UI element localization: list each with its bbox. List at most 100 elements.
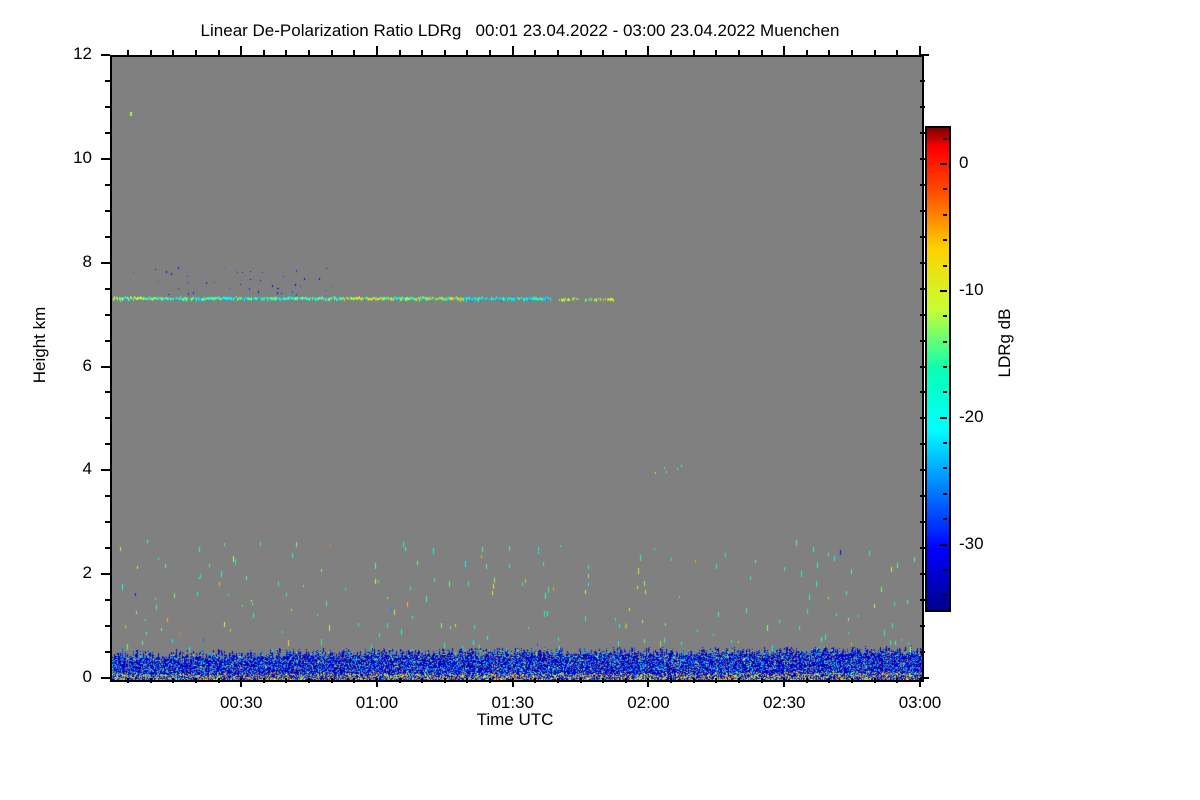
y-axis-tick-minor bbox=[105, 183, 110, 186]
y-axis-tick-minor bbox=[105, 287, 110, 290]
colorbar-tick-major bbox=[940, 416, 947, 419]
y-axis-tick-minor bbox=[105, 391, 110, 394]
colorbar-tick-minor bbox=[943, 518, 947, 521]
x-axis-tick-major-top bbox=[647, 46, 650, 55]
x-axis-tick-major-top bbox=[783, 46, 786, 55]
x-axis-tick-minor-top bbox=[851, 50, 854, 55]
colorbar-gradient bbox=[927, 128, 949, 610]
y-axis-tick-minor bbox=[105, 235, 110, 238]
y-axis-tick-minor-right bbox=[920, 209, 925, 212]
x-axis-tick-minor-top bbox=[194, 50, 197, 55]
y-axis-tick-minor bbox=[105, 313, 110, 316]
x-axis-tick-label: 02:30 bbox=[762, 693, 806, 712]
y-axis-tick-label: 6 bbox=[82, 355, 92, 375]
y-axis-tick-major bbox=[101, 677, 110, 679]
x-axis-tick-minor bbox=[421, 678, 424, 683]
y-axis-tick-minor-right bbox=[920, 183, 925, 186]
colorbar-tick-minor bbox=[943, 239, 947, 242]
x-axis-tick-minor bbox=[262, 678, 265, 683]
x-axis-tick-minor-top bbox=[262, 50, 265, 55]
y-axis-tick-minor-right bbox=[920, 287, 925, 290]
x-axis-tick-minor bbox=[330, 678, 333, 683]
x-axis-tick-minor-top bbox=[715, 50, 718, 55]
x-axis-tick-minor-top bbox=[172, 50, 175, 55]
x-axis-tick-minor bbox=[534, 678, 537, 683]
x-axis-tick-minor-top bbox=[670, 50, 673, 55]
y-axis-tick-minor bbox=[105, 209, 110, 212]
x-axis-tick-minor bbox=[398, 678, 401, 683]
y-axis-tick-major bbox=[101, 54, 110, 56]
y-axis-tick-minor-right bbox=[920, 131, 925, 134]
y-axis-tick-major-right bbox=[920, 261, 929, 264]
x-axis-tick-label: 01:00 bbox=[355, 693, 399, 712]
x-axis-tick-label: 03:00 bbox=[898, 693, 942, 712]
x-axis-tick-minor-top bbox=[534, 50, 537, 55]
x-axis-tick-label: 01:30 bbox=[491, 693, 534, 712]
x-axis-tick-minor-top bbox=[737, 50, 740, 55]
y-axis-tick-major-right bbox=[920, 157, 929, 160]
colorbar-label: LDRg dB bbox=[995, 308, 1014, 378]
colorbar-tick-minor bbox=[943, 366, 947, 368]
x-axis-tick-minor-top bbox=[828, 50, 831, 55]
x-axis-tick-minor bbox=[489, 678, 492, 683]
y-axis-tick-label: 10 bbox=[73, 147, 92, 167]
colorbar-tick-minor bbox=[943, 137, 947, 140]
x-axis-tick-label: 02:00 bbox=[627, 693, 670, 712]
colorbar-tick-minor bbox=[943, 442, 947, 445]
x-axis-tick-minor bbox=[670, 678, 673, 683]
y-axis-tick-minor-right bbox=[920, 495, 925, 498]
colorbar-tick-minor bbox=[943, 264, 947, 267]
x-axis-tick-minor bbox=[149, 678, 152, 683]
x-axis-tick-major-top bbox=[240, 46, 243, 55]
x-axis-tick-minor-top bbox=[285, 50, 288, 55]
colorbar-tick-minor bbox=[943, 467, 947, 470]
y-axis-tick-minor-right bbox=[920, 521, 925, 524]
y-axis-tick-minor-right bbox=[920, 417, 925, 420]
y-axis-label: Height km bbox=[30, 306, 49, 384]
colorbar-tick-minor bbox=[943, 340, 947, 343]
x-axis-tick-minor-top bbox=[466, 50, 469, 55]
y-axis-tick-major-right bbox=[920, 573, 929, 576]
x-axis-label: Time UTC bbox=[476, 710, 554, 729]
y-axis-tick-label: 4 bbox=[82, 459, 92, 479]
x-axis-tick-minor bbox=[127, 678, 130, 683]
y-axis-tick-minor-right bbox=[920, 547, 925, 550]
x-axis-tick-minor bbox=[443, 678, 446, 683]
y-axis-tick-minor bbox=[105, 131, 110, 134]
y-axis-tick-major-right bbox=[920, 469, 929, 472]
y-axis-tick-minor-right bbox=[920, 339, 925, 342]
colorbar-tick-label: -10 bbox=[959, 279, 984, 299]
y-axis-tick-label: 2 bbox=[82, 563, 92, 583]
x-axis-tick-minor-top bbox=[398, 50, 401, 55]
y-axis-tick-major bbox=[101, 157, 110, 160]
x-axis-tick-minor bbox=[285, 678, 288, 683]
x-axis-tick-minor-top bbox=[489, 50, 492, 55]
y-axis-tick-minor bbox=[105, 443, 110, 446]
x-axis-tick-minor-top bbox=[149, 50, 152, 55]
x-axis-tick-minor bbox=[466, 678, 469, 683]
x-axis-tick-minor bbox=[579, 678, 582, 683]
x-axis-tick-minor bbox=[760, 678, 763, 683]
x-axis-tick-major-top bbox=[919, 46, 921, 55]
y-axis-tick-minor bbox=[105, 521, 110, 524]
x-axis-tick-minor-top bbox=[805, 50, 808, 55]
x-axis-tick-minor-top bbox=[127, 50, 130, 55]
x-axis-tick-minor-top bbox=[556, 50, 559, 55]
colorbar-tick-minor bbox=[943, 188, 947, 191]
y-axis-tick-minor bbox=[105, 417, 110, 420]
colorbar-tick-label: -20 bbox=[959, 406, 984, 426]
colorbar-tick-label: -30 bbox=[959, 533, 984, 553]
y-axis-tick-minor-right bbox=[920, 235, 925, 238]
y-axis-tick-minor-right bbox=[920, 313, 925, 316]
x-axis-tick-minor-top bbox=[579, 50, 582, 55]
x-axis-tick-minor-top bbox=[602, 50, 605, 55]
x-axis-tick-minor bbox=[896, 678, 899, 683]
y-axis-tick-major bbox=[101, 261, 110, 264]
x-axis-tick-major bbox=[783, 678, 786, 687]
x-axis-tick-minor bbox=[308, 678, 311, 683]
x-axis-tick-minor-top bbox=[692, 50, 695, 55]
x-axis-tick-minor-top bbox=[421, 50, 424, 55]
y-axis-tick-minor-right bbox=[920, 625, 925, 628]
x-axis-tick-minor-top bbox=[308, 50, 311, 55]
